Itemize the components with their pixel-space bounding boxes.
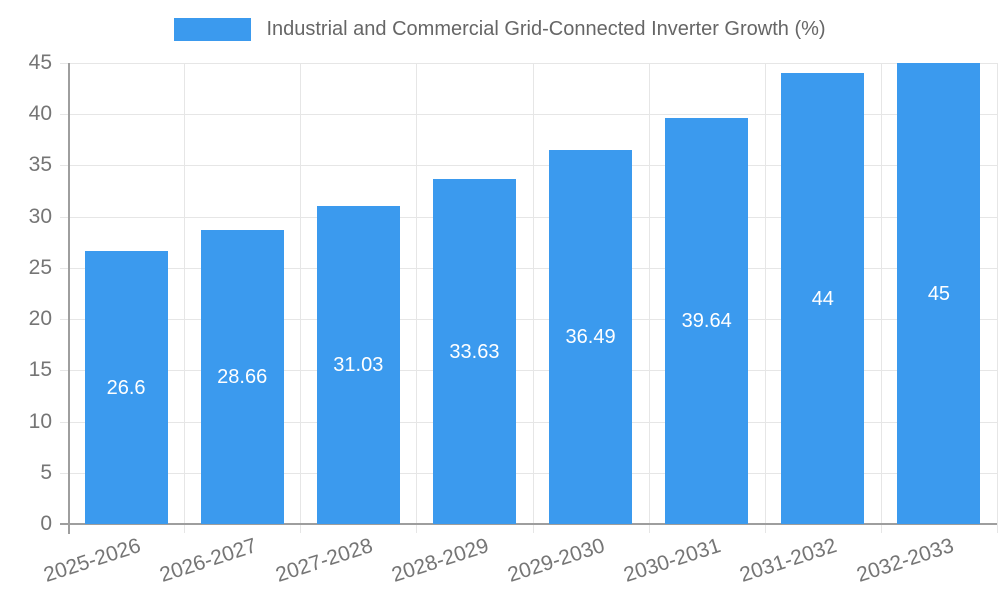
bar[interactable] — [665, 117, 749, 524]
x-axis-tick — [764, 524, 766, 533]
x-axis-tick — [880, 524, 882, 533]
gridline-vertical — [648, 63, 650, 524]
bar-value-label: 45 — [927, 282, 951, 305]
x-axis-tick-label-text: 2030-2031 — [621, 534, 724, 587]
gridline-vertical — [764, 63, 766, 524]
y-axis-tick — [60, 63, 68, 64]
x-axis-tick-label-text: 2027-2028 — [272, 534, 376, 587]
x-axis-tick-label-text: 2029-2030 — [505, 534, 608, 587]
x-axis-tick — [184, 524, 186, 533]
legend-label: Industrial and Commercial Grid-Connected… — [266, 18, 826, 40]
gridline-vertical — [532, 63, 534, 524]
gridline-vertical — [997, 63, 998, 524]
bar[interactable] — [432, 179, 516, 524]
plot-area: 0 5 10 15 20 25 30 35 40 45 26.6 28.66 31.03 33.63 36.… — [29, 51, 998, 587]
bar[interactable] — [316, 206, 400, 524]
legend-swatch — [174, 18, 252, 41]
bar[interactable] — [897, 63, 981, 524]
y-axis-tick-label: 15 — [28, 358, 52, 382]
y-axis-tick-label: 35 — [28, 153, 52, 177]
bar[interactable] — [549, 150, 633, 524]
y-axis-tick — [60, 319, 68, 321]
y-axis-tick — [60, 370, 68, 372]
x-axis-tick-label-text: 2025-2026 — [40, 534, 144, 587]
y-axis-tick — [60, 216, 68, 218]
x-axis-tick-label-text: 2026-2027 — [156, 534, 260, 587]
bar-value-label: 44 — [811, 287, 834, 310]
y-axis-tick-label: 25 — [28, 255, 52, 279]
gridline-vertical — [416, 63, 418, 524]
bar-value-label: 31.03 — [333, 354, 384, 377]
bar-value-label: 39.64 — [681, 309, 732, 332]
y-axis-tick-label: 0 — [40, 512, 52, 535]
bar-value-label: 36.49 — [565, 326, 616, 349]
bar-value-label: 33.63 — [449, 340, 500, 363]
x-axis-tick-label-text: 2032-2033 — [853, 534, 957, 587]
x-axis-tick — [300, 524, 302, 533]
legend-item[interactable]: Industrial and Commercial Grid-Connected… — [0, 18, 1000, 41]
x-axis-tick — [416, 524, 418, 533]
y-axis-tick-label: 45 — [28, 51, 52, 74]
gridline-vertical — [184, 63, 186, 524]
y-axis-tick-label: 5 — [40, 460, 52, 484]
y-axis-tick-label: 40 — [28, 102, 52, 126]
y-axis-tick — [60, 421, 68, 423]
y-axis-tick — [60, 114, 68, 116]
y-axis-tick — [60, 267, 68, 269]
x-axis-tick — [532, 524, 534, 533]
y-axis-tick-label: 30 — [28, 204, 52, 228]
x-axis-tick-label-text: 2028-2029 — [388, 534, 492, 587]
x-axis-tick-label-text: 2031-2032 — [737, 534, 840, 587]
y-axis-tick — [60, 472, 68, 474]
x-axis-tick — [997, 524, 998, 533]
bar[interactable] — [200, 230, 284, 524]
bar-value-label: 26.6 — [106, 376, 146, 399]
gridline-vertical — [880, 63, 882, 524]
x-axis-line — [60, 523, 997, 525]
y-axis-line — [68, 63, 70, 534]
bar-value-label: 28.66 — [217, 366, 268, 389]
gridline-vertical — [300, 63, 302, 524]
x-axis-tick — [648, 524, 650, 533]
y-axis-tick-label: 10 — [28, 409, 52, 433]
bar[interactable] — [84, 251, 168, 524]
y-axis-tick-label: 20 — [28, 307, 52, 331]
bar[interactable] — [781, 73, 865, 524]
y-axis-tick — [60, 165, 68, 167]
